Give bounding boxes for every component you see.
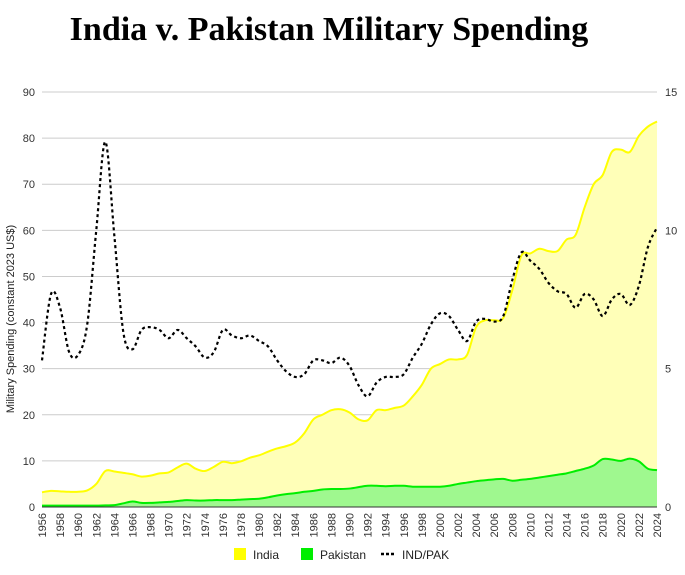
x-tick-label: 2006 [489, 513, 501, 537]
x-tick-label: 2008 [507, 513, 519, 537]
x-tick-label: 1988 [326, 513, 338, 537]
y2-tick-label: 10 [665, 225, 677, 237]
x-tick-label: 1968 [146, 513, 158, 537]
series-line-india [41, 120, 658, 494]
y-tick-label: 0 [29, 502, 35, 514]
y-tick-label: 10 [23, 456, 35, 468]
legend: India Pakistan IND/PAK [234, 548, 449, 562]
area-layer [41, 120, 658, 507]
y-tick-label: 90 [23, 87, 35, 99]
legend-swatch-pakistan [301, 548, 313, 560]
chart-title: India v. Pakistan Military Spending [70, 11, 589, 48]
x-tick-label: 1974 [200, 513, 212, 537]
ratio-line-layer [40, 140, 658, 398]
x-tick-label: 1978 [236, 513, 248, 537]
x-tick-label: 1992 [363, 513, 375, 537]
x-tick-label: 1980 [254, 513, 266, 537]
x-tick-label: 1972 [182, 513, 194, 537]
x-tick-label: 2000 [435, 513, 447, 537]
y-tick-label: 70 [23, 179, 35, 191]
series-line-pakistan [42, 457, 658, 507]
legend-label-ind-pak: IND/PAK [402, 548, 449, 562]
x-tick-label: 2010 [525, 513, 537, 537]
y2-tick-label: 5 [665, 364, 671, 376]
right-axis-ticks: 0 5 10 15 [665, 87, 677, 514]
y-tick-label: 80 [23, 133, 35, 145]
x-tick-label: 2022 [634, 513, 646, 537]
x-tick-label: 2018 [598, 513, 610, 537]
x-tick-label: 2012 [543, 513, 555, 537]
x-tick-label: 2016 [580, 513, 592, 537]
series-area-pakistan [42, 458, 657, 507]
x-tick-label: 1976 [218, 513, 230, 537]
x-tick-label: 2014 [562, 513, 574, 537]
x-tick-label: 1986 [308, 513, 320, 537]
y-tick-label: 60 [23, 225, 35, 237]
x-tick-label: 1964 [109, 513, 121, 537]
y-tick-label: 20 [23, 410, 35, 422]
x-tick-label: 1996 [399, 513, 411, 537]
x-tick-label: 2020 [616, 513, 628, 537]
left-axis-ticks: 0 10 20 30 40 50 60 70 80 90 [23, 87, 35, 514]
legend-label-india: India [253, 548, 279, 562]
x-axis-ticks: 1956 1958 1960 1962 1964 1966 1968 1970 1972 1974… [37, 513, 664, 537]
x-tick-label: 2002 [453, 513, 465, 537]
x-tick-label: 1956 [37, 513, 49, 537]
x-tick-label: 1990 [345, 513, 357, 537]
series-line-ind-pak [40, 140, 658, 398]
x-tick-label: 1984 [290, 513, 302, 537]
x-tick-label: 1994 [381, 513, 393, 537]
grid-lines [42, 91, 657, 462]
y2-tick-label: 15 [665, 87, 677, 99]
x-tick-label: 1962 [91, 513, 103, 537]
x-tick-label: 2024 [652, 513, 664, 537]
y-tick-label: 30 [23, 364, 35, 376]
x-tick-label: 2004 [471, 513, 483, 537]
x-tick-label: 1960 [73, 513, 85, 537]
y-axis-label: Military Spending (constant 2023 US$) [5, 225, 17, 413]
x-tick-label: 1958 [55, 513, 67, 537]
legend-swatch-india [234, 548, 246, 560]
legend-label-pakistan: Pakistan [320, 548, 366, 562]
series-area-india [42, 121, 657, 507]
x-tick-label: 1966 [127, 513, 139, 537]
x-tick-label: 1982 [272, 513, 284, 537]
x-tick-label: 1970 [164, 513, 176, 537]
y2-tick-label: 0 [665, 502, 671, 514]
y-tick-label: 40 [23, 318, 35, 330]
y-tick-label: 50 [23, 271, 35, 283]
x-tick-label: 1998 [417, 513, 429, 537]
